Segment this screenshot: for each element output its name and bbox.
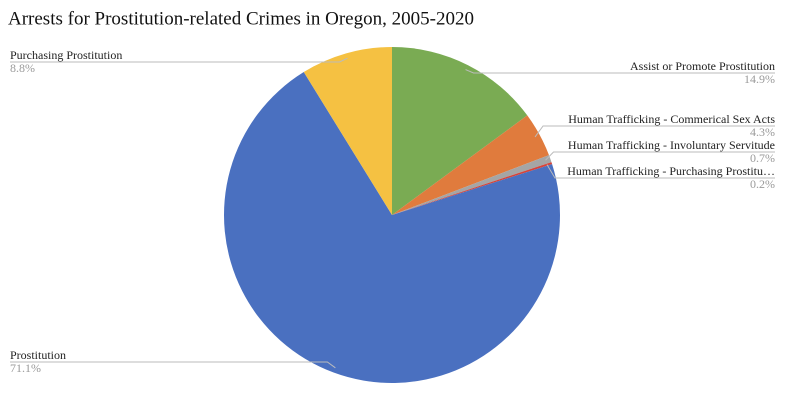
legend-label: Assist or Promote Prostitution bbox=[630, 59, 775, 73]
pie-slice bbox=[392, 47, 528, 215]
pie-slice bbox=[392, 162, 553, 215]
pie-slice bbox=[392, 155, 552, 215]
legend-label: Human Trafficking - Purchasing Prostitu… bbox=[567, 164, 775, 178]
value-label: 0.2% bbox=[750, 177, 775, 191]
pie-slice bbox=[303, 47, 392, 215]
value-label: 71.1% bbox=[10, 361, 41, 375]
legend-label: Human Trafficking - Involuntary Servitud… bbox=[568, 138, 775, 152]
leader-line bbox=[10, 361, 336, 369]
value-label: 0.7% bbox=[750, 151, 775, 165]
pie-slice bbox=[392, 115, 549, 215]
leader-line bbox=[10, 57, 348, 63]
value-label: 14.9% bbox=[744, 72, 775, 86]
legend-label: Human Trafficking - Commerical Sex Acts bbox=[568, 112, 775, 126]
leader-line bbox=[545, 151, 775, 161]
legend-label: Purchasing Prostitution bbox=[10, 48, 122, 62]
leader-line bbox=[534, 125, 775, 138]
leader-line bbox=[465, 69, 775, 74]
value-label: 4.3% bbox=[750, 125, 775, 139]
value-label: 8.8% bbox=[10, 61, 35, 75]
chart-title: Arrests for Prostitution-related Crimes … bbox=[8, 8, 474, 29]
pie-slice bbox=[224, 72, 560, 384]
legend-label: Prostitution bbox=[10, 348, 66, 362]
leader-line bbox=[546, 164, 775, 179]
